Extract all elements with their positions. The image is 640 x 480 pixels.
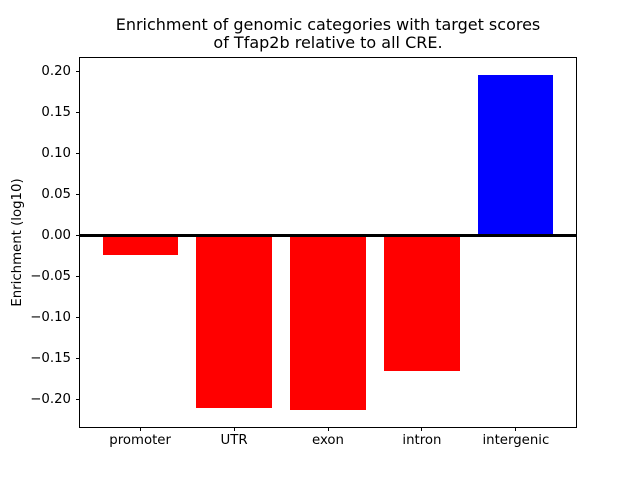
x-tick-mark	[233, 427, 235, 431]
y-tick-mark	[76, 71, 80, 73]
y-tick-mark	[76, 112, 80, 114]
x-tick-mark	[515, 427, 517, 431]
x-tick-mark	[139, 427, 141, 431]
x-tick-label-intron: intron	[402, 433, 442, 448]
y-tick-label: −0.05	[30, 268, 71, 284]
y-tick-label: 0.15	[41, 104, 71, 120]
y-tick-label: −0.15	[30, 350, 71, 366]
x-tick-label-promoter: promoter	[109, 433, 171, 448]
y-tick-mark	[76, 194, 80, 196]
y-tick-mark	[76, 153, 80, 155]
bar-intron	[384, 235, 460, 372]
y-tick-label: 0.10	[41, 145, 71, 161]
x-tick-label-UTR: UTR	[220, 433, 248, 448]
chart-title-line1: Enrichment of genomic categories with ta…	[115, 15, 541, 34]
y-tick-mark	[76, 235, 80, 237]
y-tick-mark	[76, 358, 80, 360]
bar-UTR	[196, 235, 272, 409]
x-tick-label-exon: exon	[312, 433, 344, 448]
x-tick-mark	[327, 427, 329, 431]
x-tick-label-intergenic: intergenic	[482, 433, 550, 448]
y-tick-label: 0.05	[41, 186, 71, 202]
y-tick-label: 0.20	[41, 63, 71, 79]
y-tick-mark	[76, 317, 80, 319]
bar-promoter	[102, 235, 178, 255]
y-tick-label: −0.20	[30, 391, 71, 407]
bar-exon	[290, 235, 366, 410]
x-tick-mark	[421, 427, 423, 431]
chart-title: Enrichment of genomic categories with ta…	[80, 16, 576, 52]
y-tick-mark	[76, 276, 80, 278]
chart-title-line2: of Tfap2b relative to all CRE.	[213, 33, 443, 52]
y-tick-label: −0.10	[30, 309, 71, 325]
zero-line	[80, 234, 576, 237]
y-tick-label: 0.00	[41, 227, 71, 243]
y-tick-mark	[76, 399, 80, 401]
bar-intergenic	[478, 74, 554, 236]
